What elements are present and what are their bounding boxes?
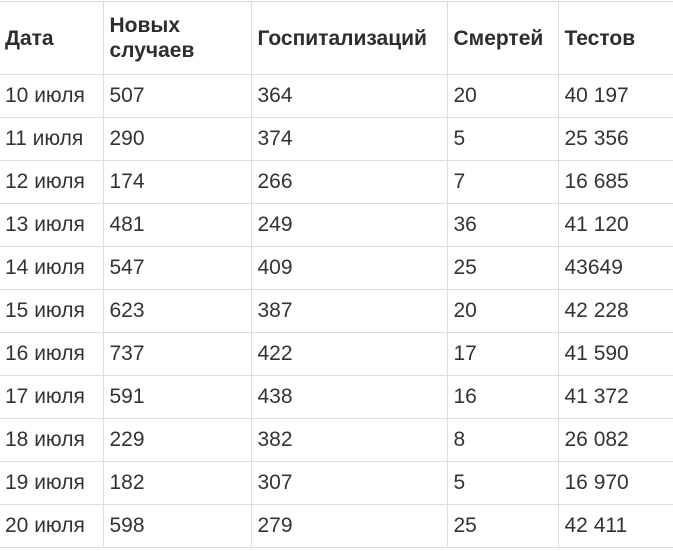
- cell-tests: 41 372: [557, 375, 673, 419]
- cell-date: 18 июля: [0, 418, 103, 462]
- table-row: 17 июля 591 438 16 41 372: [0, 375, 673, 419]
- header-date: Дата: [0, 1, 103, 75]
- cell-hospitalizations: 382: [250, 418, 447, 462]
- cell-new-cases: 547: [102, 246, 251, 290]
- table-row: 12 июля 174 266 7 16 685: [0, 160, 673, 204]
- cell-hospitalizations: 279: [250, 504, 447, 548]
- header-hospitalizations: Госпитализаций: [250, 1, 447, 75]
- cell-new-cases: 182: [102, 461, 251, 505]
- cell-date: 10 июля: [0, 74, 103, 118]
- cell-hospitalizations: 249: [250, 203, 447, 247]
- cell-tests: 41 590: [557, 332, 673, 376]
- cell-date: 20 июля: [0, 504, 103, 548]
- cell-hospitalizations: 438: [250, 375, 447, 419]
- cell-date: 17 июля: [0, 375, 103, 419]
- table-row: 13 июля 481 249 36 41 120: [0, 203, 673, 247]
- cell-hospitalizations: 266: [250, 160, 447, 204]
- cell-tests: 40 197: [557, 74, 673, 118]
- cell-date: 15 июля: [0, 289, 103, 333]
- cell-date: 12 июля: [0, 160, 103, 204]
- cell-new-cases: 229: [102, 418, 251, 462]
- table-row: 19 июля 182 307 5 16 970: [0, 461, 673, 505]
- cell-new-cases: 737: [102, 332, 251, 376]
- cell-hospitalizations: 387: [250, 289, 447, 333]
- cell-deaths: 17: [446, 332, 558, 376]
- cell-hospitalizations: 409: [250, 246, 447, 290]
- cell-deaths: 25: [446, 504, 558, 548]
- cell-date: 19 июля: [0, 461, 103, 505]
- cell-new-cases: 174: [102, 160, 251, 204]
- cell-deaths: 7: [446, 160, 558, 204]
- cell-tests: 26 082: [557, 418, 673, 462]
- cell-tests: 43649: [557, 246, 673, 290]
- cell-date: 14 июля: [0, 246, 103, 290]
- cell-new-cases: 481: [102, 203, 251, 247]
- cell-new-cases: 598: [102, 504, 251, 548]
- table-row: 10 июля 507 364 20 40 197: [0, 74, 673, 118]
- cell-tests: 16 970: [557, 461, 673, 505]
- cell-deaths: 5: [446, 117, 558, 161]
- cell-hospitalizations: 364: [250, 74, 447, 118]
- cell-date: 13 июля: [0, 203, 103, 247]
- cell-deaths: 25: [446, 246, 558, 290]
- cell-new-cases: 290: [102, 117, 251, 161]
- table-row: 16 июля 737 422 17 41 590: [0, 332, 673, 376]
- cell-tests: 25 356: [557, 117, 673, 161]
- table-row: 15 июля 623 387 20 42 228: [0, 289, 673, 333]
- table-row: 18 июля 229 382 8 26 082: [0, 418, 673, 462]
- table-row: 20 июля 598 279 25 42 411: [0, 504, 673, 548]
- cell-tests: 41 120: [557, 203, 673, 247]
- cell-new-cases: 507: [102, 74, 251, 118]
- cell-tests: 16 685: [557, 160, 673, 204]
- header-deaths: Смертей: [446, 1, 558, 75]
- cell-hospitalizations: 307: [250, 461, 447, 505]
- cell-hospitalizations: 374: [250, 117, 447, 161]
- cell-deaths: 16: [446, 375, 558, 419]
- cell-hospitalizations: 422: [250, 332, 447, 376]
- cell-deaths: 8: [446, 418, 558, 462]
- cell-deaths: 20: [446, 74, 558, 118]
- cell-deaths: 5: [446, 461, 558, 505]
- cell-date: 16 июля: [0, 332, 103, 376]
- table-row: 14 июля 547 409 25 43649: [0, 246, 673, 290]
- cell-tests: 42 228: [557, 289, 673, 333]
- cell-date: 11 июля: [0, 117, 103, 161]
- cell-deaths: 20: [446, 289, 558, 333]
- cell-deaths: 36: [446, 203, 558, 247]
- header-new-cases: Новых случаев: [102, 1, 251, 75]
- header-tests: Тестов: [557, 1, 673, 75]
- header-row: Дата Новых случаев Госпитализаций Смертей Те…: [0, 1, 673, 75]
- cell-new-cases: 623: [102, 289, 251, 333]
- cell-tests: 42 411: [557, 504, 673, 548]
- table-row: 11 июля 290 374 5 25 356: [0, 117, 673, 161]
- cell-new-cases: 591: [102, 375, 251, 419]
